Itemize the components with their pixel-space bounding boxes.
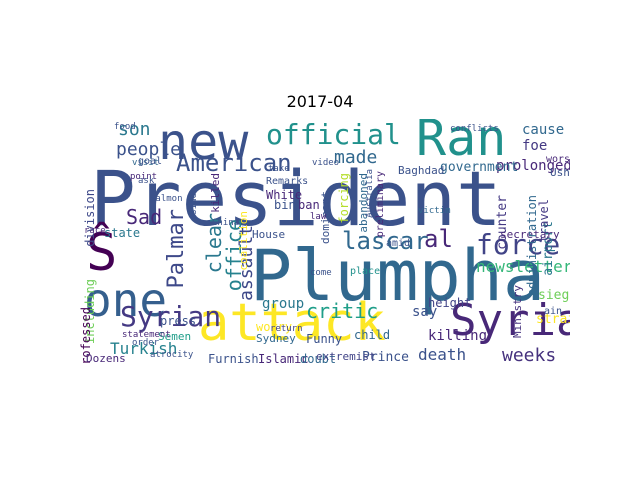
cloud-word: division: [83, 189, 97, 247]
cloud-word: press: [160, 314, 197, 328]
cloud-word: Australia: [365, 169, 375, 218]
cloud-word: siege: [538, 288, 570, 303]
cloud-word: foe: [522, 138, 548, 154]
cloud-word: worry: [256, 320, 293, 334]
cloud-word: Sydney: [256, 332, 296, 345]
cloud-word: food: [114, 122, 136, 132]
cloud-word: death: [418, 345, 467, 364]
cloud-word: made: [334, 147, 378, 168]
cloud-word: prolonged: [496, 158, 570, 174]
cloud-word: American: [176, 149, 292, 177]
cloud-word: force: [476, 228, 561, 261]
cloud-word: Plumpha: [250, 235, 546, 317]
cloud-word: Sad: [126, 205, 163, 229]
cloud-word: victim: [418, 206, 451, 216]
cloud-word: worst: [546, 154, 570, 165]
cloud-word: Islamic: [258, 352, 309, 364]
cloud-word: visit: [132, 158, 160, 168]
cloud-word: doubt: [300, 352, 337, 364]
cloud-word: Remarks: [266, 176, 309, 187]
cloud-word: preliminary: [375, 171, 386, 238]
cloud-word: Ministry: [511, 285, 524, 338]
cloud-word: child: [354, 328, 391, 342]
cloud-word: goal: [138, 156, 163, 167]
cloud-word: one: [84, 273, 168, 327]
cloud-word: cause: [522, 122, 565, 138]
cloud-word: Syrian: [120, 300, 222, 333]
cloud-word: son: [118, 119, 151, 140]
cloud-word: Funny: [306, 332, 343, 346]
cloud-word: attack: [198, 293, 386, 353]
cloud-word: Salmon: [150, 194, 183, 204]
cloud-word: group: [262, 296, 305, 312]
cloud-word: secretary: [500, 228, 560, 241]
cloud-word: side: [189, 193, 199, 215]
cloud-word: travel: [537, 199, 551, 243]
cloud-word: say: [412, 304, 438, 320]
cloud-word: video: [312, 158, 340, 168]
cloud-word: counter: [495, 195, 510, 250]
cloud-word: return: [270, 324, 303, 334]
cloud-word: Prince: [362, 350, 409, 364]
cloud-word: ain: [544, 306, 563, 317]
cloud-word: President: [90, 154, 502, 243]
cloud-word: ban: [298, 198, 320, 212]
cloud-word: bin: [274, 198, 296, 212]
cloud-word: Furnish: [208, 352, 259, 364]
cloud-word: killing: [428, 328, 488, 344]
cloud-word: government: [440, 160, 519, 175]
cloud-word: official: [266, 119, 401, 151]
cloud-word: al: [424, 225, 453, 253]
cloud-word: Baghdad: [398, 164, 445, 177]
cloud-word: height: [428, 296, 472, 310]
cloud-word: point: [130, 172, 158, 182]
cloud-word: order: [132, 338, 160, 348]
cloud-word: Palmar: [164, 209, 189, 289]
cloud-word: newsletter: [476, 257, 570, 276]
cloud-word: place: [350, 266, 381, 277]
cloud-word: Ŝ: [86, 223, 118, 283]
cloud-word: Usher: [550, 166, 570, 179]
cloud-word: Ran: [416, 119, 507, 167]
cloud-word: take: [268, 164, 290, 174]
cloud-word: House: [252, 228, 286, 241]
cloud-word: law: [310, 212, 327, 222]
cloud-word: statement: [122, 330, 171, 340]
cloud-word: strain: [536, 312, 570, 327]
cloud-word: killed: [209, 173, 222, 213]
cloud-word: race: [84, 226, 106, 236]
cloud-word: atrocity: [150, 350, 194, 360]
cloud-word: Turkish: [110, 339, 178, 358]
cloud-word: lascar: [342, 227, 429, 255]
cloud-word: people: [116, 139, 182, 160]
cloud-word: weeks: [502, 345, 557, 365]
cloud-word: conflicts: [450, 124, 499, 134]
cloud-word: state: [104, 226, 141, 240]
cloud-word: China: [212, 218, 240, 228]
cloud-word: ask: [138, 176, 155, 186]
cloud-word: new: [158, 119, 249, 171]
cloud-word: forcing: [337, 173, 351, 224]
cloud-word: Semen: [158, 330, 192, 343]
cloud-word: White: [266, 188, 303, 202]
cloud-word: critic: [306, 299, 379, 323]
cloud-word: come: [310, 268, 332, 278]
cloud-word: Syria: [450, 295, 570, 346]
cloud-word: amid: [386, 238, 411, 249]
plot-title: 2017-04: [286, 92, 354, 111]
cloud-word: extremist: [316, 350, 376, 363]
cloud-word: coalition: [237, 211, 250, 271]
cloud-word: Dozens: [86, 352, 126, 364]
